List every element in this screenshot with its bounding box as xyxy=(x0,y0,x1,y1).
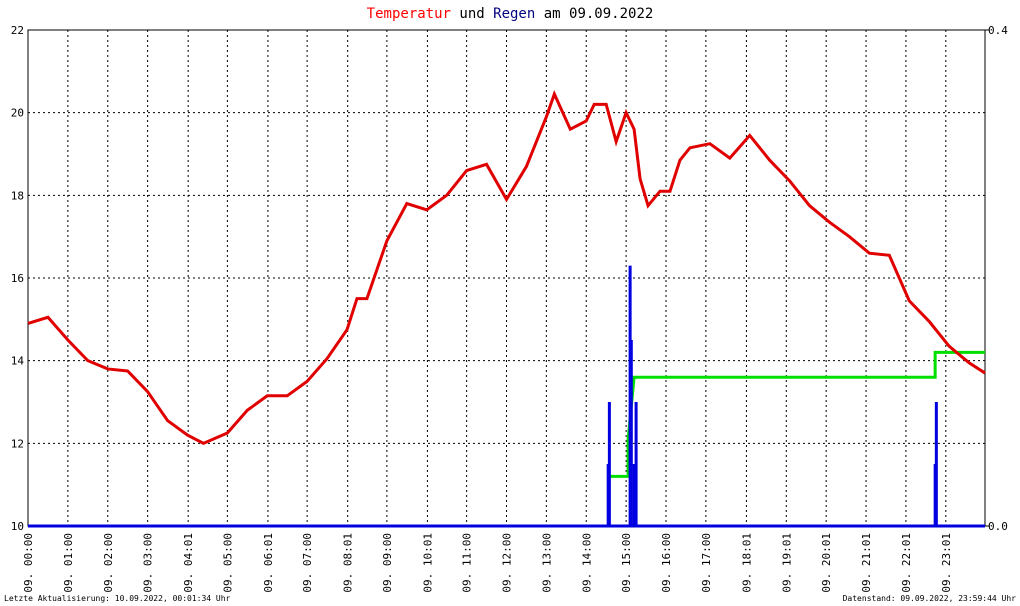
x-tick-label: 09. 19:01 xyxy=(780,533,793,593)
x-tick-label: 09. 06:01 xyxy=(262,533,275,593)
x-tick-label: 09. 20:01 xyxy=(820,533,833,593)
x-tick-label: 09. 11:00 xyxy=(461,533,474,593)
y-tick-label: 14 xyxy=(11,355,25,368)
y2-tick-label: 0.0 xyxy=(988,520,1008,533)
x-tick-label: 09. 08:01 xyxy=(342,533,355,593)
x-tick-label: 09. 04:01 xyxy=(182,533,195,593)
x-tick-label: 09. 01:00 xyxy=(62,533,75,593)
title-part: Temperatur xyxy=(367,6,451,22)
x-tick-label: 09. 21:01 xyxy=(860,533,873,593)
x-tick-label: 09. 22:01 xyxy=(900,533,913,593)
x-tick-label: 09. 09:00 xyxy=(381,533,394,593)
x-tick-label: 09. 07:00 xyxy=(301,533,314,593)
footer-right: Datenstand: 09.09.2022, 23:59:44 Uhr xyxy=(843,594,1017,603)
x-tick-label: 09. 03:00 xyxy=(142,533,155,593)
y-tick-label: 22 xyxy=(11,24,24,37)
y-tick-label: 16 xyxy=(11,272,24,285)
plot: 09. 00:00 09. 01:00 09. 02:00 09. 03:00 09. … xyxy=(11,24,1008,593)
x-tick-label: 09. 02:00 xyxy=(102,533,115,593)
x-tick-label: 09. 10:01 xyxy=(421,533,434,593)
series-line xyxy=(27,90,986,445)
x-tick-label: 09. 14:00 xyxy=(580,533,593,593)
footer-left: Letzte Aktualisierung: 10.09.2022, 00:01… xyxy=(4,594,231,603)
title-part: Regen xyxy=(493,6,535,22)
x-tick-label: 09. 15:00 xyxy=(620,533,633,593)
title-part: und xyxy=(459,6,484,22)
x-tick-label: 09. 18:01 xyxy=(740,533,753,593)
x-tick-label: 09. 05:00 xyxy=(221,533,234,593)
title-part: am 09.09.2022 xyxy=(544,6,654,22)
x-tick-label: 09. 23:01 xyxy=(940,533,953,593)
chart-title: Temperatur und Regen am 09.09.2022 xyxy=(367,6,654,22)
x-tick-label: 09. 12:00 xyxy=(501,533,514,593)
series-line xyxy=(609,350,985,478)
x-tick-label: 09. 00:00 xyxy=(22,533,35,593)
x-tick-label: 09. 17:00 xyxy=(700,533,713,593)
y-tick-label: 10 xyxy=(11,520,24,533)
y2-tick-label: 0.4 xyxy=(988,24,1008,37)
y-tick-label: 18 xyxy=(11,189,24,202)
x-tick-label: 09. 16:00 xyxy=(660,533,673,593)
x-tick-label: 09. 13:00 xyxy=(540,533,553,593)
y-tick-label: 20 xyxy=(11,107,24,120)
y-tick-label: 12 xyxy=(11,437,24,450)
